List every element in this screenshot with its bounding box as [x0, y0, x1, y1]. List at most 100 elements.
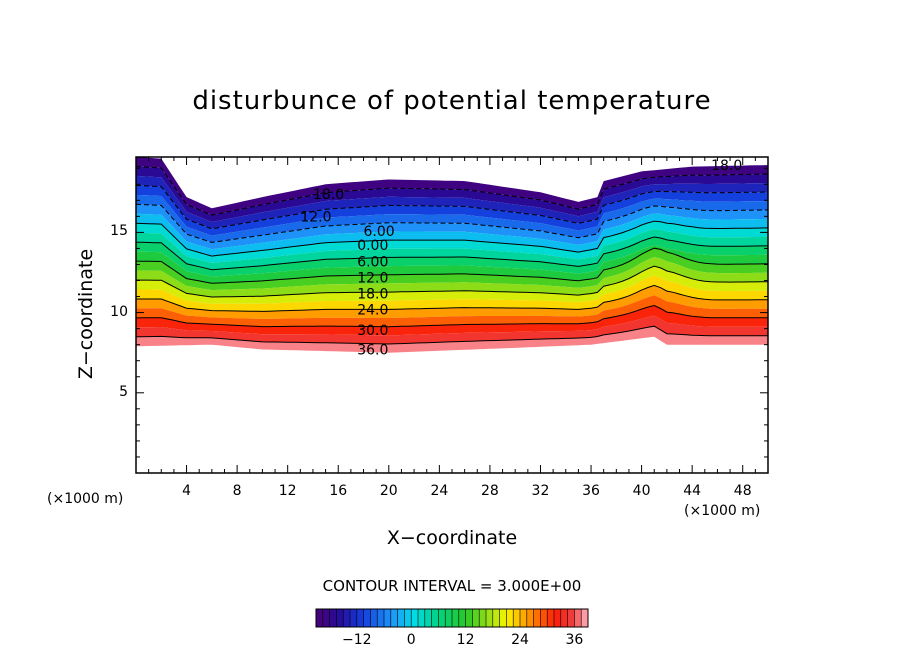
colorbar-segment [554, 609, 562, 627]
x-tick-label: 36 [582, 483, 600, 499]
colorbar-segment [547, 609, 555, 627]
colorbar-tick-label: 24 [511, 632, 529, 648]
contour-band [136, 166, 768, 222]
colorbar-segment [384, 609, 392, 627]
colorbar-segment [533, 609, 541, 627]
contour-line [136, 247, 768, 284]
contour-interval-text: CONTOUR INTERVAL = 3.000E+00 [322, 577, 582, 595]
contour-labels: 18.018.012.06.000.006.0012.018.024.030.0… [300, 158, 742, 358]
colorbar-segment [452, 609, 460, 627]
contour-band [136, 315, 768, 344]
colorbar-segment [350, 609, 358, 627]
colorbar-segment [404, 609, 412, 627]
colorbar-segment [397, 609, 405, 627]
colorbar-frame [315, 608, 589, 628]
contour-line [136, 166, 768, 216]
contour-label: 24.0 [357, 302, 388, 318]
contour-band [136, 213, 768, 257]
contour-label: 18.0 [313, 187, 344, 203]
contour-label: 6.00 [357, 254, 388, 270]
colorbar-segment [560, 609, 569, 627]
contour-line [136, 184, 768, 230]
colorbar-segment [322, 609, 331, 627]
x-tick-label: 12 [278, 483, 297, 499]
contour-band [136, 248, 768, 291]
contour-label: 12.0 [357, 270, 388, 286]
colorbar-segment [370, 609, 378, 627]
colorbar-segment [499, 609, 507, 627]
x-tick-label: 48 [733, 483, 752, 499]
contour-label: 12.0 [300, 209, 331, 225]
colorbar-segment [520, 609, 528, 627]
colorbar-segment [479, 609, 487, 627]
contour-label: 36.0 [357, 342, 388, 358]
y-tick-label: 10 [110, 303, 128, 320]
contour-line [136, 325, 768, 345]
colorbar-segment [581, 609, 589, 627]
contour-label: 18.0 [711, 158, 742, 174]
colorbar-segment [574, 609, 582, 627]
x-tick-label: 8 [232, 483, 242, 499]
colorbar-segment [472, 609, 480, 627]
colorbar-segment [356, 609, 365, 627]
colorbar-segment [390, 609, 399, 627]
contour-band [136, 237, 768, 277]
colorbar-segment [486, 609, 494, 627]
colorbar-segment [445, 609, 453, 627]
colorbar-segment [377, 609, 385, 627]
contour-label: 30.0 [357, 323, 388, 339]
colorbar-segment [540, 609, 548, 627]
x-tick-label: 28 [480, 483, 499, 499]
contour-lines [136, 166, 768, 345]
contour-band [136, 275, 768, 312]
colorbar-tick-label: −12 [342, 632, 372, 648]
y-axis-label: Z−coordinate [75, 248, 97, 380]
contour-band [136, 204, 768, 250]
contour-band [136, 257, 768, 297]
x-tick-label: 24 [430, 483, 449, 499]
colorbar-segment [431, 609, 439, 627]
colorbar-segment [492, 609, 501, 627]
contour-band [136, 326, 768, 353]
contour-band [136, 245, 768, 284]
axis-ticks [136, 157, 768, 473]
contour-label: 18.0 [357, 286, 388, 302]
colorbar-segment [424, 609, 433, 627]
contour-band [136, 229, 768, 270]
temperature-field [136, 157, 768, 353]
contour-line [136, 284, 768, 312]
colorbar-segment [411, 609, 419, 627]
contour-band [136, 305, 768, 336]
colorbar-tick-label: 0 [406, 632, 416, 648]
contour-line [136, 265, 768, 298]
colorbar-segment [363, 609, 371, 627]
colorbar-segment [336, 609, 344, 627]
x-tick-label: 44 [683, 483, 702, 499]
colorbar-segment [513, 609, 521, 627]
contour-label: 0.00 [357, 238, 388, 254]
colorbar-segment [343, 609, 351, 627]
contour-line [136, 236, 768, 271]
contour-line [136, 220, 768, 257]
contour-band [136, 175, 768, 229]
contour-line [136, 203, 768, 243]
x-tick-label: 32 [531, 483, 550, 499]
colorbar-tick-label: 36 [565, 632, 584, 648]
colorbar-segment [418, 609, 426, 627]
z-unit-label: (×1000 m) [47, 491, 124, 507]
colorbar-tick-label: 12 [456, 632, 475, 648]
colorbar-segment [506, 609, 514, 627]
colorbar-segment [438, 609, 446, 627]
colorbar-segment [329, 609, 337, 627]
x-tick-label: 40 [632, 483, 651, 499]
colorbar-segment [526, 609, 535, 627]
colorbar-segment [567, 609, 575, 627]
x-tick-label: 4 [182, 483, 191, 499]
contour-band [136, 194, 768, 243]
contour-band [136, 295, 768, 327]
x-unit-label: (×1000 m) [684, 503, 761, 519]
y-tick-label: 15 [110, 223, 128, 240]
contour-band [136, 221, 768, 263]
y-tick-label: 5 [119, 383, 128, 400]
